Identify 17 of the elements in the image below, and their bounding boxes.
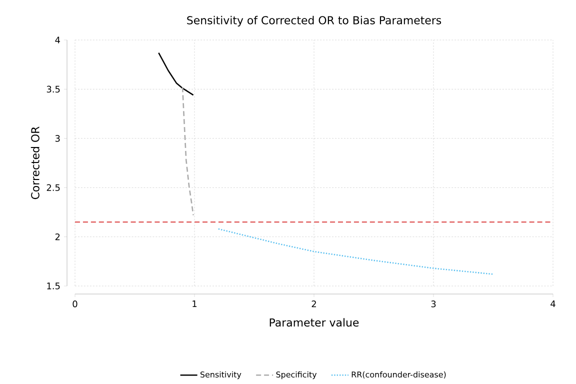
x-tick-label: 4: [550, 300, 556, 308]
y-tick-label: 3.5: [46, 86, 60, 93]
line-series: [182, 86, 194, 216]
y-tick-label: 2.5: [46, 184, 60, 191]
chart-title: Sensitivity of Corrected OR to Bias Parameters: [187, 16, 442, 26]
x-axis-title: Parameter value: [270, 318, 359, 327]
y-tick-label: 3: [55, 135, 60, 142]
y-tick-label: 4: [55, 36, 60, 44]
x-tick-label: 2: [312, 300, 316, 308]
line-series: [218, 228, 494, 275]
x-tick-label: 0: [72, 300, 78, 308]
x-tick-label: 1: [192, 300, 197, 308]
y-axis-title: Corrected OR: [30, 126, 40, 200]
y-tick-label: 2: [55, 233, 60, 240]
y-tick-label: 1.5: [47, 282, 60, 290]
x-tick-label: 3: [431, 300, 436, 308]
line-series: [158, 52, 194, 96]
